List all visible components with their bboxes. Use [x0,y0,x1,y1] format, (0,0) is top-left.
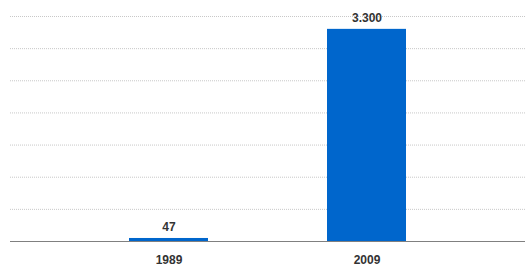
svg-text:3.300: 3.300 [352,11,382,25]
svg-text:47: 47 [162,220,176,234]
svg-text:1989: 1989 [156,253,183,267]
svg-text:2009: 2009 [354,253,381,267]
